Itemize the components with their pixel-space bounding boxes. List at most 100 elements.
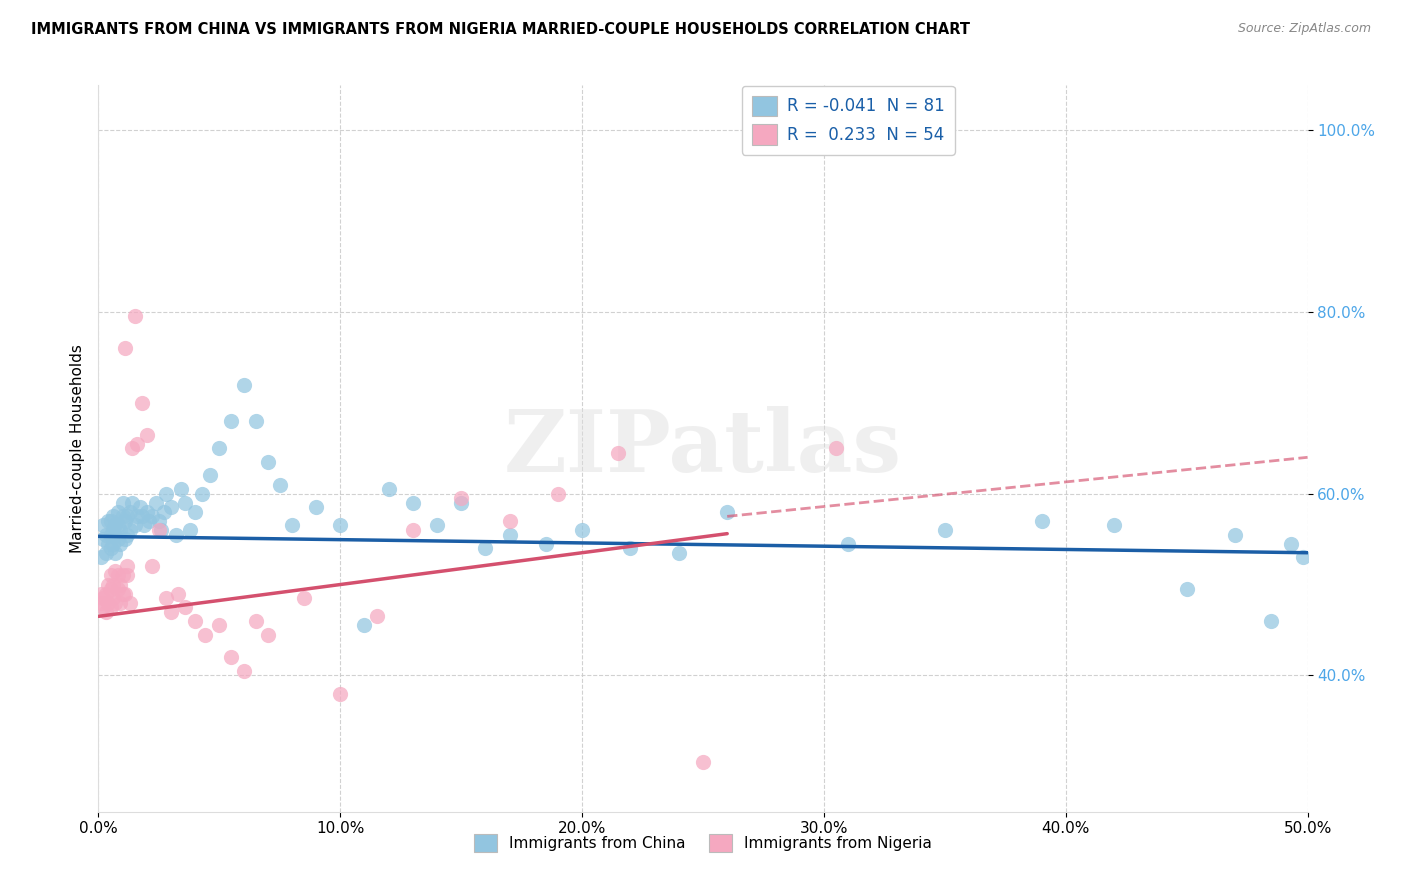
Point	[94, 546, 117, 560]
Point	[377, 482, 399, 496]
Point	[1102, 518, 1125, 533]
Point	[107, 582, 129, 596]
Point	[104, 527, 127, 541]
Point	[104, 564, 127, 578]
Point	[135, 427, 157, 442]
Point	[221, 650, 243, 665]
Point	[118, 523, 141, 537]
Point	[117, 509, 139, 524]
Point	[167, 587, 190, 601]
Point	[97, 536, 120, 550]
Point	[94, 605, 117, 619]
Point	[232, 664, 254, 678]
Text: ZIPatlas: ZIPatlas	[503, 406, 903, 491]
Point	[179, 523, 201, 537]
Point	[104, 596, 127, 610]
Point	[174, 600, 197, 615]
Point	[127, 509, 149, 524]
Point	[174, 496, 197, 510]
Point	[91, 600, 114, 615]
Point	[114, 587, 136, 601]
Point	[108, 577, 131, 591]
Point	[97, 514, 120, 528]
Point	[208, 618, 231, 632]
Point	[108, 523, 131, 537]
Point	[141, 509, 163, 524]
Point	[547, 486, 569, 500]
Point	[90, 587, 112, 601]
Point	[117, 568, 139, 582]
Point	[148, 523, 170, 537]
Point	[934, 523, 956, 537]
Point	[221, 414, 243, 428]
Point	[90, 550, 112, 565]
Point	[402, 523, 425, 537]
Point	[184, 505, 207, 519]
Point	[1260, 614, 1282, 628]
Point	[534, 536, 557, 550]
Point	[94, 587, 117, 601]
Point	[269, 477, 291, 491]
Point	[111, 587, 134, 601]
Point	[100, 600, 122, 615]
Point	[1292, 550, 1315, 565]
Point	[104, 518, 127, 533]
Point	[114, 514, 136, 528]
Point	[101, 509, 124, 524]
Point	[155, 591, 177, 606]
Point	[121, 496, 143, 510]
Point	[100, 568, 122, 582]
Point	[118, 596, 141, 610]
Point	[292, 591, 315, 606]
Point	[1223, 527, 1246, 541]
Point	[141, 559, 163, 574]
Point	[138, 514, 160, 528]
Point	[245, 614, 267, 628]
Point	[107, 505, 129, 519]
Point	[607, 446, 630, 460]
Point	[114, 532, 136, 546]
Point	[101, 536, 124, 550]
Point	[111, 496, 134, 510]
Point	[837, 536, 859, 550]
Point	[191, 486, 214, 500]
Point	[100, 582, 122, 596]
Point	[121, 442, 143, 455]
Point	[104, 546, 127, 560]
Point	[117, 527, 139, 541]
Point	[118, 505, 141, 519]
Point	[91, 518, 114, 533]
Point	[117, 559, 139, 574]
Point	[426, 518, 449, 533]
Point	[101, 591, 124, 606]
Point	[366, 609, 388, 624]
Point	[402, 496, 425, 510]
Point	[114, 341, 136, 355]
Point	[184, 614, 207, 628]
Point	[155, 486, 177, 500]
Point	[825, 442, 848, 455]
Point	[145, 496, 167, 510]
Point	[91, 532, 114, 546]
Point	[97, 577, 120, 591]
Point	[127, 436, 149, 450]
Point	[100, 527, 122, 541]
Point	[1175, 582, 1198, 596]
Point	[281, 518, 304, 533]
Point	[571, 523, 593, 537]
Point	[194, 627, 217, 641]
Point	[150, 523, 173, 537]
Point	[128, 500, 150, 515]
Point	[124, 310, 146, 324]
Y-axis label: Married-couple Households: Married-couple Households	[69, 343, 84, 553]
Point	[107, 532, 129, 546]
Point	[100, 541, 122, 556]
Point	[148, 514, 170, 528]
Point	[329, 687, 352, 701]
Point	[668, 546, 690, 560]
Point	[90, 596, 112, 610]
Point	[111, 568, 134, 582]
Point	[101, 523, 124, 537]
Point	[305, 500, 328, 515]
Point	[256, 455, 278, 469]
